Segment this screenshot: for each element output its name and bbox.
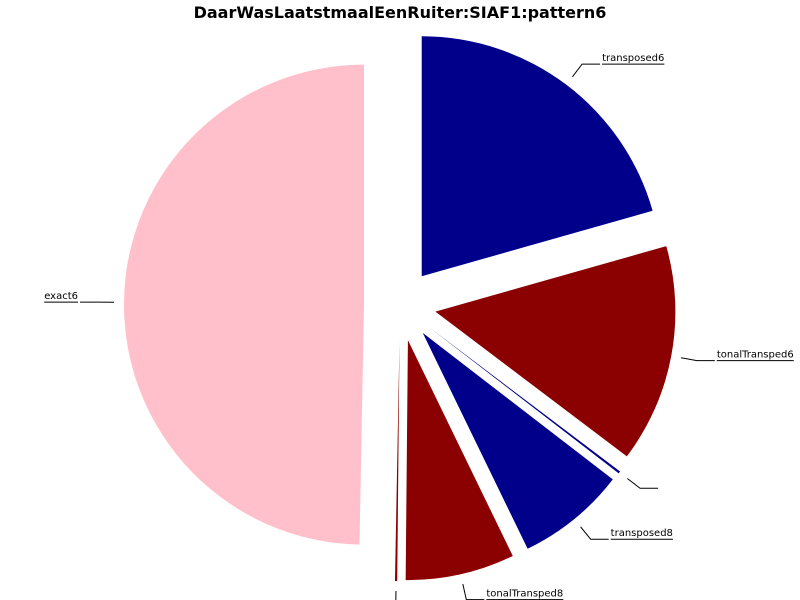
pie-label-exact6: exact6 bbox=[44, 291, 78, 302]
pie-leader-line bbox=[580, 526, 609, 540]
chart-title: DaarWasLaatstmaalEenRuiter:SIAF1:pattern… bbox=[194, 3, 607, 22]
pie-label-transposed6: transposed6 bbox=[602, 53, 664, 64]
pie-slice-unlabeled-2 bbox=[428, 326, 621, 474]
pie-slice-tonaltransped8 bbox=[405, 340, 513, 581]
pie-leader-line bbox=[572, 63, 601, 78]
pie-slice-unlabeled-5 bbox=[394, 340, 400, 581]
pie-slices bbox=[123, 36, 676, 581]
pie-leader-line bbox=[462, 583, 485, 600]
pie-slice-transposed6 bbox=[421, 36, 653, 277]
pie-leader-line bbox=[627, 478, 659, 489]
pie-leader-line bbox=[395, 590, 397, 600]
pie-label-transposed8: transposed8 bbox=[611, 528, 673, 539]
pie-slice-exact6 bbox=[123, 64, 365, 545]
pie-leader-line bbox=[681, 357, 715, 362]
pie-label-tonaltransped8: tonalTransped8 bbox=[486, 589, 563, 600]
pie-slice-tonaltransped6 bbox=[435, 246, 676, 457]
pie-label-tonaltransped6: tonalTransped6 bbox=[717, 350, 794, 361]
pie-slice-transposed8 bbox=[422, 332, 613, 549]
